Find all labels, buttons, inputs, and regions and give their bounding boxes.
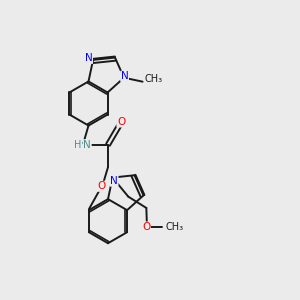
Text: O: O — [117, 117, 125, 127]
Text: O: O — [97, 181, 105, 191]
Text: O: O — [142, 222, 151, 232]
Text: N: N — [121, 71, 128, 81]
Text: CH₃: CH₃ — [166, 222, 184, 232]
Text: N: N — [110, 176, 118, 186]
Text: CH₃: CH₃ — [144, 74, 162, 84]
Text: N: N — [85, 53, 92, 63]
Text: N: N — [83, 140, 91, 150]
Text: H: H — [74, 140, 81, 150]
